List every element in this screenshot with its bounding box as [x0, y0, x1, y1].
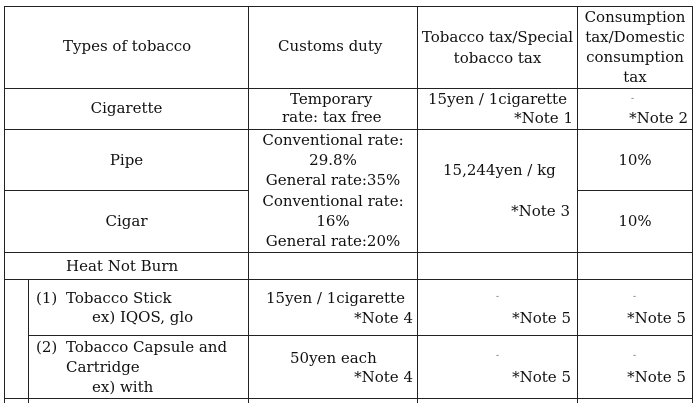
row-tobacco-stick-number: (1) [36, 289, 58, 307]
row-cigar-customs-line-2: 16% [316, 212, 350, 230]
row-tobacco-capsule-customs-note: *Note 4 [354, 368, 413, 386]
grid-line [4, 129, 693, 130]
row-cigar-customs-line-3: General rate:20% [265, 232, 401, 250]
header-types-of-tobacco: Types of tobacco [63, 37, 192, 55]
row-heat-not-burn-name: Heat Not Burn [66, 257, 179, 275]
grid-line [4, 398, 693, 399]
row-cigarette-consumption-note: *Note 2 [629, 109, 688, 127]
row-tobacco-capsule-name-line-1: Tobacco Capsule and [66, 338, 228, 356]
row-pipe-name: Pipe [109, 151, 144, 169]
row-tobacco-stick-name-line-1: Tobacco Stick [66, 289, 172, 307]
grid-line [4, 252, 693, 253]
grid-line [28, 279, 29, 403]
row-tobacco-stick-consumption-dash: - [633, 292, 637, 302]
row-cigar-consumption: 10% [618, 212, 652, 230]
grid-line [248, 6, 249, 403]
grid-line [577, 6, 578, 403]
row-cigarette-consumption-dash: - [631, 94, 635, 104]
row-tobacco-capsule-number: (2) [36, 338, 58, 356]
row-cigarette-name: Cigarette [90, 99, 163, 117]
row-tobacco-capsule-tobacco-dash: - [496, 351, 500, 361]
row-tobacco-stick-tobacco-dash: - [496, 292, 500, 302]
row-cigarette-customs-line-2: rate: tax free [282, 108, 382, 126]
row-tobacco-capsule-tobacco-note: *Note 5 [512, 368, 571, 386]
header-consumption-tax-line-4: tax [623, 68, 647, 86]
row-tobacco-capsule-name-line-2: Cartridge [66, 358, 140, 376]
grid-line [4, 6, 5, 403]
row-cigar-customs-line-1: Conventional rate: [262, 192, 404, 210]
row-cigarette-tobacco-note: *Note 1 [514, 109, 573, 127]
row-cigarette-tobacco-tax: 15yen / 1cigarette [428, 90, 567, 108]
row-tobacco-stick-consumption-note: *Note 5 [627, 309, 686, 327]
grid-line [28, 335, 693, 336]
row-tobacco-capsule-consumption-dash: - [633, 351, 637, 361]
header-consumption-tax-line-1: Consumption [584, 8, 686, 26]
pipe-cigar-tobacco-note: *Note 3 [511, 202, 570, 220]
header-customs-duty: Customs duty [278, 37, 383, 55]
row-tobacco-stick-name-line-2: ex) IQOS, glo [92, 308, 194, 326]
header-tobacco-tax-line-1: Tobacco tax/Special [421, 28, 574, 46]
row-tobacco-capsule-consumption-note: *Note 5 [627, 368, 686, 386]
row-pipe-consumption: 10% [618, 151, 652, 169]
header-consumption-tax-line-2: tax/Domestic [585, 28, 685, 46]
grid-line [4, 88, 693, 89]
grid-line [577, 190, 693, 191]
row-pipe-customs-line-1: Conventional rate: [262, 131, 404, 149]
grid-line [692, 6, 693, 403]
grid-line [4, 6, 693, 7]
grid-line [417, 6, 418, 403]
row-tobacco-capsule-customs: 50yen each [290, 349, 377, 367]
row-tobacco-stick-customs: 15yen / 1cigarette [266, 289, 405, 307]
header-consumption-tax-line-3: consumption [586, 48, 684, 66]
grid-line [4, 279, 693, 280]
row-pipe-customs-line-2: 29.8% [309, 151, 357, 169]
pipe-cigar-tobacco-tax: 15,244yen / kg [443, 161, 556, 179]
row-tobacco-stick-customs-note: *Note 4 [354, 309, 413, 327]
row-tobacco-capsule-name-line-3: ex) with [92, 378, 154, 396]
header-tobacco-tax-line-2: tobacco tax [453, 49, 542, 67]
row-tobacco-stick-tobacco-note: *Note 5 [512, 309, 571, 327]
row-cigar-name: Cigar [105, 212, 148, 230]
grid-line [4, 190, 248, 191]
row-pipe-customs-line-3: General rate:35% [265, 171, 401, 189]
row-cigarette-customs-line-1: Temporary [290, 90, 373, 108]
